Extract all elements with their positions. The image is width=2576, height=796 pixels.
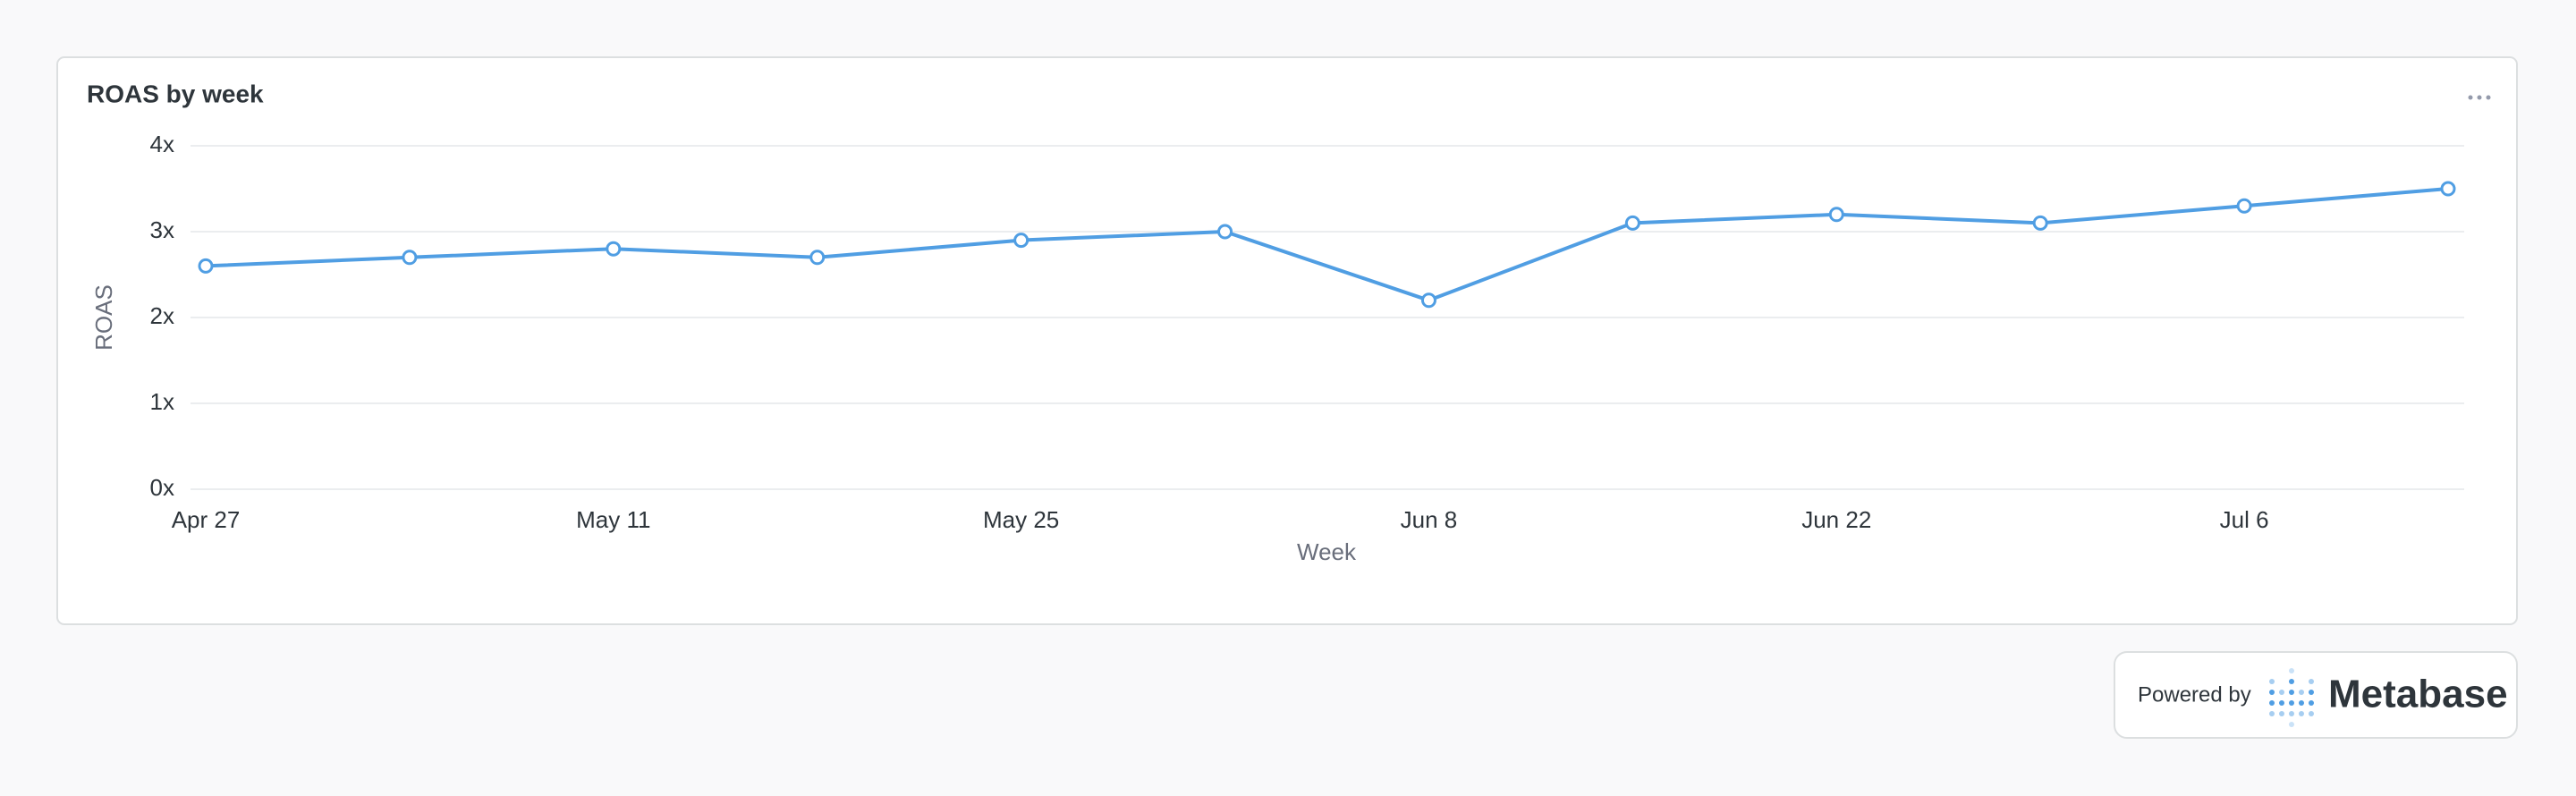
card [56,56,2518,625]
plot: 0x 1x 2x 3x 4x Apr 27 May 11 May 25 Jun 8 Jun 22 J… [150,131,2464,533]
data-point [2440,181,2456,197]
x-tick-label: May 25 [983,506,1059,533]
x-axis-title: Week [1297,538,1357,565]
menu-dot[interactable] [2468,95,2473,100]
menu-dot[interactable] [2477,95,2482,100]
x-tick-label: Jul 6 [2220,506,2269,533]
y-tick-label: 0x [150,474,174,501]
data-point [2032,215,2048,231]
x-tick-label: Apr 27 [172,506,241,533]
data-point [1624,215,1640,231]
series-line [205,187,2449,302]
brand: Metabase [2328,673,2508,716]
data-point [1217,224,1233,240]
y-tick-label: 4x [150,131,174,157]
data-point [1013,233,1030,249]
data-point [2236,198,2252,214]
data-point [402,250,418,266]
data-point [809,250,826,266]
powered-by: Powered by [2138,682,2251,707]
y-tick-label: 1x [150,388,174,415]
menu-dot[interactable] [2486,95,2491,100]
menu-icon[interactable] [2468,95,2491,100]
data-point [1420,292,1436,309]
x-tick-label: May 11 [576,506,650,533]
data-point [1828,207,1844,223]
chart-title: ROAS by week [87,80,264,107]
y-tick-label: 2x [150,302,174,329]
data-point [606,241,622,257]
y-tick-label: 3x [150,216,174,243]
powered-badge[interactable] [2114,651,2518,739]
metabase-logo [2269,668,2314,727]
y-axis-title: ROAS [90,284,117,351]
data-point [198,258,214,274]
x-tick-label: Jun 22 [1801,506,1871,533]
x-tick-label: Jun 8 [1401,506,1458,533]
